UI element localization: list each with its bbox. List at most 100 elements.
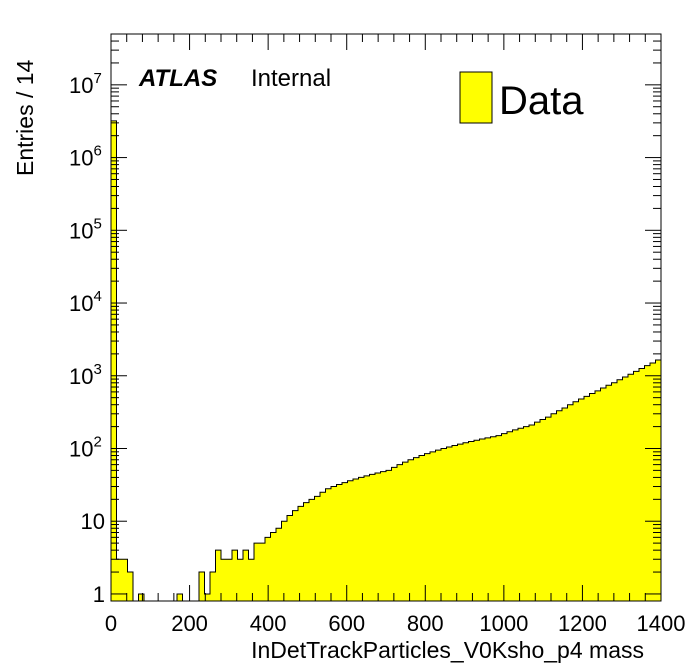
- histogram-bin: [215, 550, 221, 601]
- histogram-bin: [501, 433, 507, 601]
- histogram-bin: [655, 359, 661, 601]
- histogram-bin: [375, 473, 381, 601]
- histogram-bin: [474, 440, 480, 601]
- histogram-bin: [490, 436, 496, 601]
- histogram-bin: [534, 422, 540, 601]
- histogram-bin: [622, 377, 628, 601]
- histogram-bin: [314, 496, 320, 601]
- legend-swatch-data: [459, 71, 493, 124]
- x-tick-label: 600: [328, 611, 365, 636]
- histogram-bars: [110, 120, 662, 602]
- histogram-bin: [452, 445, 458, 601]
- histogram-bin: [617, 379, 623, 601]
- histogram-bin: [204, 593, 210, 601]
- x-tick-label: 0: [105, 611, 117, 636]
- x-tick-label: 800: [407, 611, 444, 636]
- histogram-bin: [369, 474, 375, 601]
- x-tick-label: 200: [171, 611, 208, 636]
- histogram-bin: [512, 429, 518, 601]
- histogram-bin: [529, 425, 535, 601]
- atlas-label: ATLAS: [138, 65, 217, 92]
- histogram-bin: [402, 462, 408, 601]
- histogram-bin: [364, 475, 370, 601]
- histogram-bin: [545, 417, 551, 601]
- histogram-bin: [584, 396, 590, 601]
- y-tick-label: 105: [69, 215, 102, 243]
- histogram-bin: [430, 451, 436, 601]
- histogram-bin: [633, 371, 639, 601]
- histogram-bin: [380, 471, 386, 601]
- histogram-bin: [232, 550, 238, 601]
- histogram-bin: [386, 470, 392, 601]
- histogram-bin: [309, 499, 315, 601]
- histogram-bin: [639, 368, 645, 601]
- histogram-bin: [122, 559, 128, 601]
- y-tick-label: 106: [69, 143, 102, 171]
- histogram-bin: [573, 401, 579, 601]
- legend-label-data: Data: [499, 79, 584, 123]
- histogram-bin: [567, 404, 573, 601]
- y-tick-label: 107: [69, 70, 102, 98]
- x-tick-label: 1000: [479, 611, 528, 636]
- histogram-bin: [391, 467, 397, 601]
- histogram-bin: [507, 431, 513, 601]
- histogram-bin: [298, 506, 304, 601]
- histogram-bin: [650, 362, 656, 601]
- histogram-bin: [457, 444, 463, 601]
- histogram-bin: [551, 413, 557, 601]
- histogram-bin: [265, 537, 271, 601]
- histogram-bin: [556, 410, 562, 601]
- x-tick-label: 400: [250, 611, 287, 636]
- histogram-bin: [628, 374, 634, 601]
- y-tick-label: 103: [69, 361, 102, 389]
- histogram-bin: [292, 510, 298, 601]
- histogram-bin: [116, 559, 122, 601]
- histogram-bin: [463, 442, 469, 601]
- histogram-bin: [468, 441, 474, 601]
- histogram-bin: [424, 453, 430, 601]
- histogram-bin: [111, 120, 117, 601]
- y-tick-label: 104: [69, 288, 102, 316]
- histogram-bin: [540, 419, 546, 601]
- histogram-bin: [331, 486, 337, 601]
- x-tick-label: 1400: [637, 611, 686, 636]
- histogram-bin: [353, 479, 359, 601]
- histogram-bin: [127, 572, 133, 601]
- histogram-bin: [281, 521, 287, 601]
- histogram-bin: [413, 457, 419, 601]
- y-tick-label: 10: [81, 509, 105, 534]
- histogram-bin: [254, 543, 260, 601]
- histogram-bin: [485, 437, 491, 601]
- histogram-bin: [446, 446, 452, 601]
- histogram-bin: [325, 488, 331, 601]
- histogram-bin: [589, 393, 595, 601]
- y-tick-label: 102: [69, 433, 102, 461]
- y-axis-title: Entries / 14: [12, 59, 38, 176]
- y-tick-label: 1: [93, 582, 105, 607]
- histogram-bin: [226, 559, 232, 601]
- histogram-bin: [419, 455, 425, 601]
- histogram-bin: [221, 559, 227, 601]
- x-tick-label: 1200: [558, 611, 607, 636]
- histogram-bin: [320, 492, 326, 601]
- histogram-bin: [303, 502, 309, 601]
- histogram-bin: [336, 484, 342, 601]
- histogram-bin: [496, 435, 502, 601]
- axis-ticks: [110, 33, 662, 601]
- histogram-bin: [199, 572, 205, 601]
- histogram-bin: [595, 390, 601, 601]
- histogram-bin: [210, 572, 216, 601]
- histogram-bin: [342, 482, 348, 601]
- histogram-bin: [177, 593, 183, 601]
- histogram-bin: [600, 387, 606, 601]
- histogram-bin: [358, 477, 364, 601]
- histogram-bin: [435, 450, 441, 601]
- histogram-bin: [518, 428, 524, 601]
- histogram-bin: [287, 515, 293, 601]
- histogram-bin: [408, 459, 414, 601]
- histogram-bin: [644, 365, 650, 601]
- histogram-bin: [237, 559, 243, 601]
- histogram-bin: [578, 398, 584, 601]
- histogram-bin: [276, 528, 282, 601]
